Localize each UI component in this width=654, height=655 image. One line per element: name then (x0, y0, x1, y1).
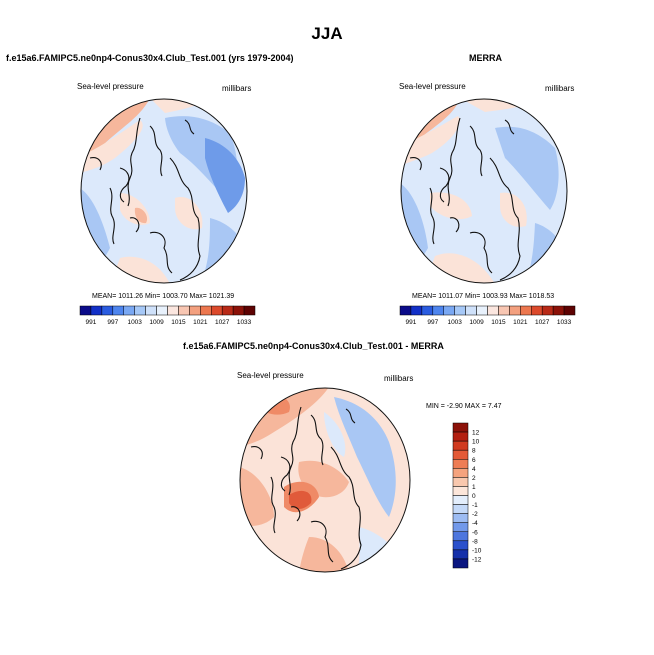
panel2-colorbar-box (432, 305, 444, 316)
panel2-colorbar-box (552, 305, 565, 316)
panel3-colorbar-box (452, 513, 469, 523)
panel3-colorbar-tick-label: -10 (472, 547, 482, 554)
panel3-colorbar-tick-label: -1 (472, 502, 478, 509)
panel1-colorbar-box (189, 305, 201, 316)
panel2-colorbar-tick-label: 1021 (513, 319, 528, 326)
panel1-colorbar-box (200, 305, 212, 316)
panel2-colorbar-box (487, 305, 499, 316)
panel1-colorbar-box (101, 305, 114, 316)
panel2-colorbar-box (465, 305, 477, 316)
panel3-colorbar-tick-label: 8 (472, 448, 476, 455)
panel3-colorbar-box (452, 440, 469, 451)
figure-title: JJA (311, 24, 343, 43)
panel3-colorbar-box (452, 558, 469, 569)
panel3-variable-label: Sea-level pressure (237, 371, 304, 380)
panel3-colorbar-tick-label: 1 (472, 484, 476, 491)
panel1-colorbar-box (221, 305, 234, 316)
panel1-colorbar-tick-label: 1027 (215, 319, 230, 326)
panel1-units-label: millibars (222, 84, 252, 93)
panel1-colorbar-tick-label: 991 (86, 319, 97, 326)
panel2-colorbar-box (476, 305, 488, 316)
panel2-colorbar-box (509, 305, 521, 316)
panel1-colorbar: 991 997 1003 1009 1015 1021 1027 1033 (79, 305, 256, 326)
panel2-colorbar-box (454, 305, 466, 316)
panel3-colorbar-box (452, 459, 469, 469)
panel2-colorbar-box (399, 305, 412, 316)
panel3-colorbar-box (452, 468, 469, 478)
panel3-colorbar-box (452, 549, 469, 560)
panel2-title: MERRA (469, 53, 502, 63)
panel1-title: f.e15a6.FAMIPC5.ne0np4-Conus30x4.Club_Te… (6, 53, 294, 63)
panel3-colorbar-tick-label: 0 (472, 493, 476, 500)
panel2-colorbar-box (531, 305, 543, 316)
panel3-colorbar-box (452, 477, 469, 487)
panel3-polar-map (239, 387, 411, 573)
panel2-stats: MEAN= 1011.07 Min= 1003.93 Max= 1018.53 (412, 293, 555, 300)
panel1-colorbar-box (243, 305, 256, 316)
panel1-colorbar-tick-label: 997 (107, 319, 118, 326)
panel1-colorbar-box (211, 305, 223, 316)
panel3-colorbar-tick-label: 4 (472, 466, 476, 473)
panel3-colorbar-tick-label: 6 (472, 457, 476, 464)
panel2-colorbar: 991 997 1003 1009 1015 1021 1027 1033 (399, 305, 576, 326)
panel1-colorbar-tick-label: 1003 (127, 319, 142, 326)
panel1-colorbar-tick-label: 1009 (149, 319, 164, 326)
panel2-units-label: millibars (545, 84, 575, 93)
panel2-colorbar-box (541, 305, 554, 316)
panel2-colorbar-box (421, 305, 434, 316)
panel2-colorbar-tick-label: 1003 (447, 319, 462, 326)
panel3-colorbar-tick-label: -12 (472, 556, 482, 563)
panel3-colorbar-box (452, 522, 469, 532)
panel1-colorbar-box (178, 305, 190, 316)
panel1-colorbar-tick-label: 1015 (171, 319, 186, 326)
panel3-colorbar-box (452, 540, 469, 551)
panel1-colorbar-box (232, 305, 245, 316)
panel3-title: f.e15a6.FAMIPC5.ne0np4-Conus30x4.Club_Te… (183, 341, 444, 351)
panel2-colorbar-tick-label: 1009 (469, 319, 484, 326)
panel2-colorbar-box (410, 305, 423, 316)
panel3-colorbar-tick-label: 10 (472, 439, 480, 446)
panel2-colorbar-box (520, 305, 532, 316)
panel1-colorbar-box (134, 305, 146, 316)
panel1-variable-label: Sea-level pressure (77, 82, 144, 91)
panel2-colorbar-tick-label: 1033 (557, 319, 572, 326)
panel2-polar-map (400, 98, 568, 284)
panel2-colorbar-box (498, 305, 510, 316)
panel1-colorbar-box (167, 305, 179, 316)
panel1-polar-map (80, 98, 248, 284)
panel3-colorbar-box (452, 449, 469, 460)
panel3-colorbar-tick-label: -6 (472, 529, 478, 536)
panel3-colorbar-tick-label: 2 (472, 475, 476, 482)
panel1-colorbar-tick-label: 1021 (193, 319, 208, 326)
panel1-colorbar-box (112, 305, 124, 316)
panel3-colorbar-tick-label: -4 (472, 520, 478, 527)
panel3-colorbar-box (452, 486, 469, 496)
panel2-colorbar-tick-label: 1027 (535, 319, 550, 326)
panel1-colorbar-box (123, 305, 135, 316)
panel3-colorbar-box (452, 431, 469, 442)
panel3-units-label: millibars (384, 374, 414, 383)
panel3-colorbar-tick-label: -2 (472, 511, 478, 518)
panel1-colorbar-box (90, 305, 103, 316)
panel1-colorbar-box (79, 305, 92, 316)
panel1-colorbar-box (156, 305, 168, 316)
panel3-colorbar-box (452, 531, 469, 542)
panel2-colorbar-tick-label: 997 (427, 319, 438, 326)
panel1-colorbar-box (145, 305, 157, 316)
panel2-colorbar-tick-label: 1015 (491, 319, 506, 326)
panel3-colorbar-box (452, 422, 469, 433)
panel2-variable-label: Sea-level pressure (399, 82, 466, 91)
panel2-colorbar-box (443, 305, 455, 316)
panel1-colorbar-tick-label: 1033 (237, 319, 252, 326)
panel3-colorbar-tick-label: 12 (472, 430, 480, 437)
panel2-colorbar-tick-label: 991 (406, 319, 417, 326)
panel1-stats: MEAN= 1011.26 Min= 1003.70 Max= 1021.39 (92, 293, 235, 300)
panel3-colorbar-box (452, 495, 469, 505)
panel3-stats: MIN = -2.90 MAX = 7.47 (426, 403, 502, 410)
panel3-colorbar-box (452, 504, 469, 514)
panel3-colorbar-tick-label: -8 (472, 538, 478, 545)
panel2-colorbar-box (563, 305, 576, 316)
